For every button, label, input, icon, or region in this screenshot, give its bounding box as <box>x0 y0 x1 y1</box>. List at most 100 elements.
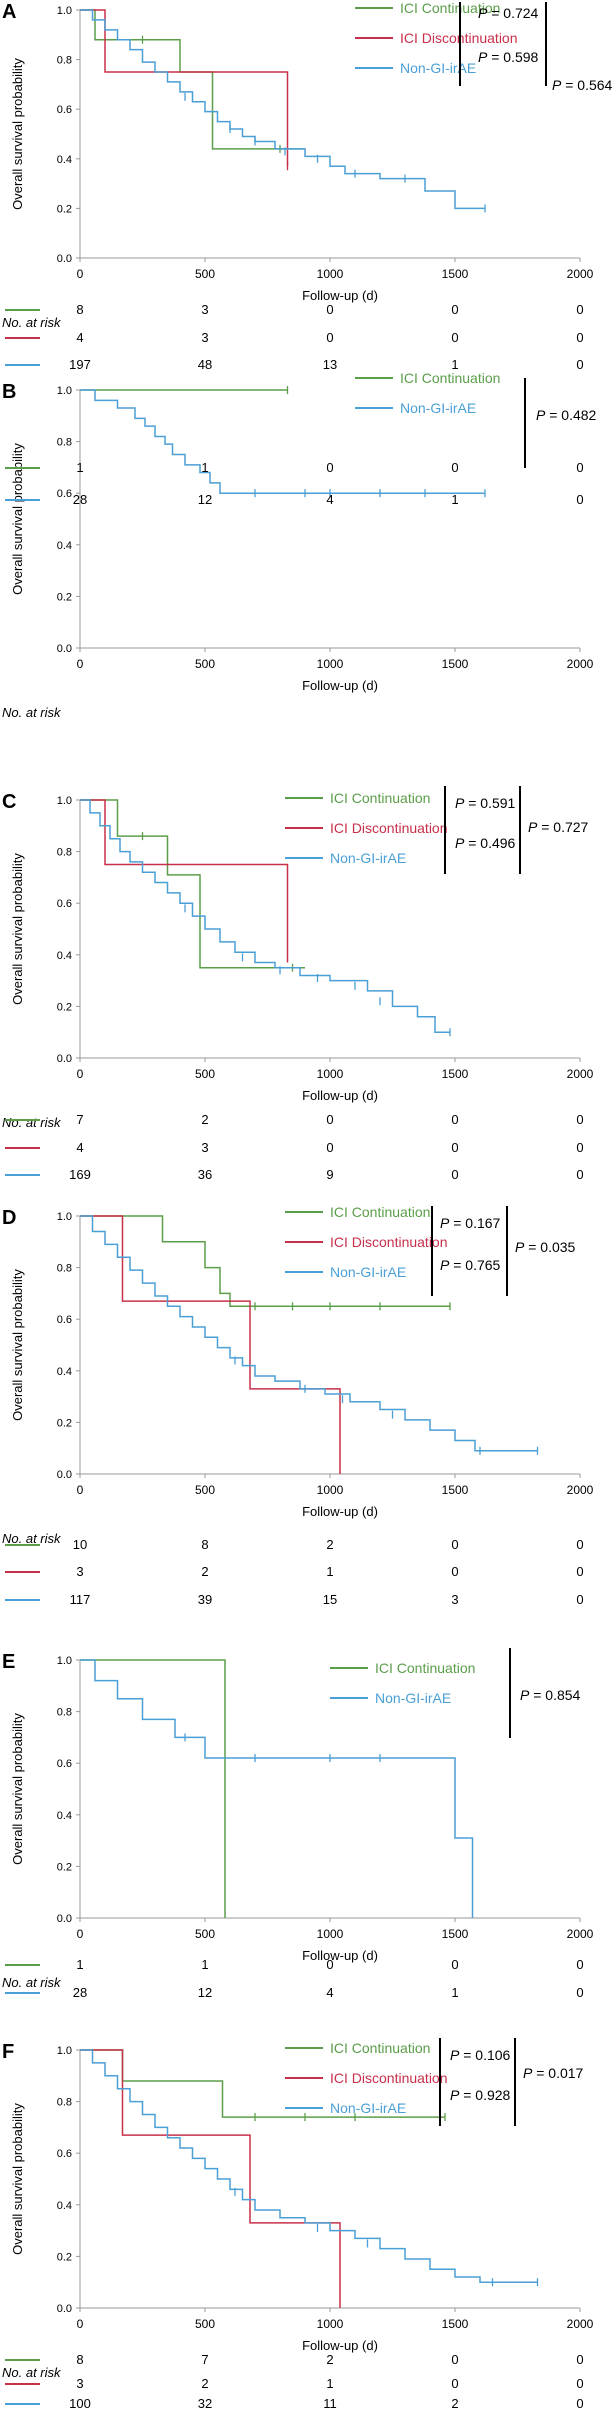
survival-curve-non-gi-irae <box>80 1659 474 1918</box>
p-value-label: P = 0.724 <box>478 5 539 21</box>
x-axis-label: Follow-up (d) <box>302 288 378 303</box>
p-value: = 0.496 <box>464 835 515 851</box>
risk-count: 0 <box>326 460 333 475</box>
p-symbol: P <box>528 819 538 835</box>
x-tick-label: 1500 <box>442 657 469 671</box>
risk-count: 197 <box>69 357 91 372</box>
risk-count: 2 <box>201 2376 208 2391</box>
risk-table-header: No. at risk <box>2 1115 62 1130</box>
risk-count: 9 <box>326 1167 333 1182</box>
p-value: = 0.724 <box>487 5 538 21</box>
x-tick-label: 1500 <box>442 267 469 281</box>
x-tick-label: 1000 <box>317 657 344 671</box>
risk-count: 36 <box>198 1167 212 1182</box>
risk-count: 0 <box>451 2352 458 2367</box>
p-symbol: P <box>478 49 488 65</box>
p-value-label: P = 0.854 <box>520 1687 581 1703</box>
survival-curve-ici-continuation <box>80 799 305 969</box>
x-tick-label: 2000 <box>567 2317 594 2331</box>
x-tick-label: 500 <box>195 267 215 281</box>
risk-count: 0 <box>576 1537 583 1552</box>
p-value: = 0.106 <box>459 2047 510 2063</box>
risk-count: 0 <box>576 2396 583 2411</box>
y-tick-label: 0.0 <box>57 1469 72 1481</box>
panel-b: B0.00.20.40.60.81.00 500 1000 1500 2000Overa… <box>2 370 597 720</box>
y-tick-label: 1.0 <box>57 1211 72 1223</box>
risk-count: 39 <box>198 1592 212 1607</box>
risk-count: 0 <box>451 1564 458 1579</box>
y-tick-label: 0.6 <box>57 898 72 910</box>
x-tick-label: 0 <box>77 1067 84 1081</box>
y-tick-label: 0.0 <box>57 253 72 265</box>
p-symbol: P <box>515 1239 525 1255</box>
y-tick-label: 0.8 <box>57 1263 72 1275</box>
panel-a: A0.00.20.40.60.81.00 500 1000 1500 2000Overa… <box>2 0 613 372</box>
panel-letter: E <box>2 1651 15 1673</box>
y-tick-label: 0.4 <box>57 950 72 962</box>
p-value-label: P = 0.564 <box>552 77 613 93</box>
risk-count: 2 <box>326 2352 333 2367</box>
p-value: = 0.591 <box>464 795 515 811</box>
y-tick-label: 0.2 <box>57 1001 72 1013</box>
panel-f: F0.00.20.40.60.81.00 500 1000 1500 2000Overa… <box>2 2038 594 2411</box>
risk-count: 48 <box>198 357 212 372</box>
survival-curve-non-gi-irae <box>80 2049 538 2283</box>
x-tick-label: 500 <box>195 1067 215 1081</box>
risk-count: 3 <box>76 1564 83 1579</box>
legend-label: Non-GI-irAE <box>400 60 476 76</box>
p-symbol: P <box>478 5 488 21</box>
risk-count: 0 <box>326 302 333 317</box>
p-value: = 0.854 <box>529 1687 580 1703</box>
p-value-label: P = 0.727 <box>528 819 589 835</box>
legend-label: ICI Continuation <box>400 0 500 16</box>
y-tick-label: 1.0 <box>57 2045 72 2057</box>
risk-count: 0 <box>576 1112 583 1127</box>
risk-count: 0 <box>451 302 458 317</box>
y-tick-label: 0.4 <box>57 2200 72 2212</box>
p-value-label: P = 0.106 <box>450 2047 511 2063</box>
y-tick-label: 0.6 <box>57 2148 72 2160</box>
x-tick-label: 2000 <box>567 267 594 281</box>
legend-label: ICI Discontinuation <box>330 820 448 836</box>
risk-count: 3 <box>201 1140 208 1155</box>
risk-count: 0 <box>576 1140 583 1155</box>
y-axis-label: Overall survival probability <box>10 853 25 1005</box>
risk-table-header: No. at risk <box>2 2365 62 2380</box>
x-tick-label: 500 <box>195 1927 215 1941</box>
survival-curve-non-gi-irae <box>80 799 450 1033</box>
risk-count: 0 <box>576 2376 583 2391</box>
x-tick-label: 0 <box>77 1483 84 1497</box>
y-tick-label: 0.8 <box>57 2097 72 2109</box>
panel-letter: B <box>2 381 16 403</box>
risk-count: 0 <box>451 1537 458 1552</box>
y-tick-label: 1.0 <box>57 5 72 17</box>
risk-count: 0 <box>576 1167 583 1182</box>
panel-letter: C <box>2 791 16 813</box>
risk-count: 0 <box>326 1112 333 1127</box>
p-value: = 0.727 <box>537 819 588 835</box>
risk-count: 1 <box>451 1985 458 2000</box>
p-value: = 0.167 <box>449 1215 500 1231</box>
risk-table-header: No. at risk <box>2 705 62 720</box>
panel-e: E0.00.20.40.60.81.00 500 1000 1500 2000Overa… <box>2 1648 594 2000</box>
y-tick-label: 0.6 <box>57 488 72 500</box>
p-value-label: P = 0.017 <box>523 2065 584 2081</box>
risk-table-header: No. at risk <box>2 1531 62 1546</box>
y-tick-label: 0.2 <box>57 1861 72 1873</box>
p-symbol: P <box>520 1687 530 1703</box>
risk-count: 11 <box>323 2396 337 2411</box>
p-value-label: P = 0.765 <box>440 1257 501 1273</box>
p-value: = 0.035 <box>524 1239 575 1255</box>
y-tick-label: 0.8 <box>57 55 72 67</box>
y-tick-label: 0.2 <box>57 591 72 603</box>
risk-count: 3 <box>201 302 208 317</box>
risk-count: 2 <box>326 1537 333 1552</box>
p-symbol: P <box>552 77 562 93</box>
p-value-label: P = 0.591 <box>455 795 516 811</box>
risk-count: 28 <box>73 492 87 507</box>
y-tick-label: 0.4 <box>57 154 72 166</box>
x-tick-label: 1000 <box>317 1067 344 1081</box>
p-value-label: P = 0.167 <box>440 1215 501 1231</box>
x-tick-label: 0 <box>77 1927 84 1941</box>
risk-count: 1 <box>451 492 458 507</box>
